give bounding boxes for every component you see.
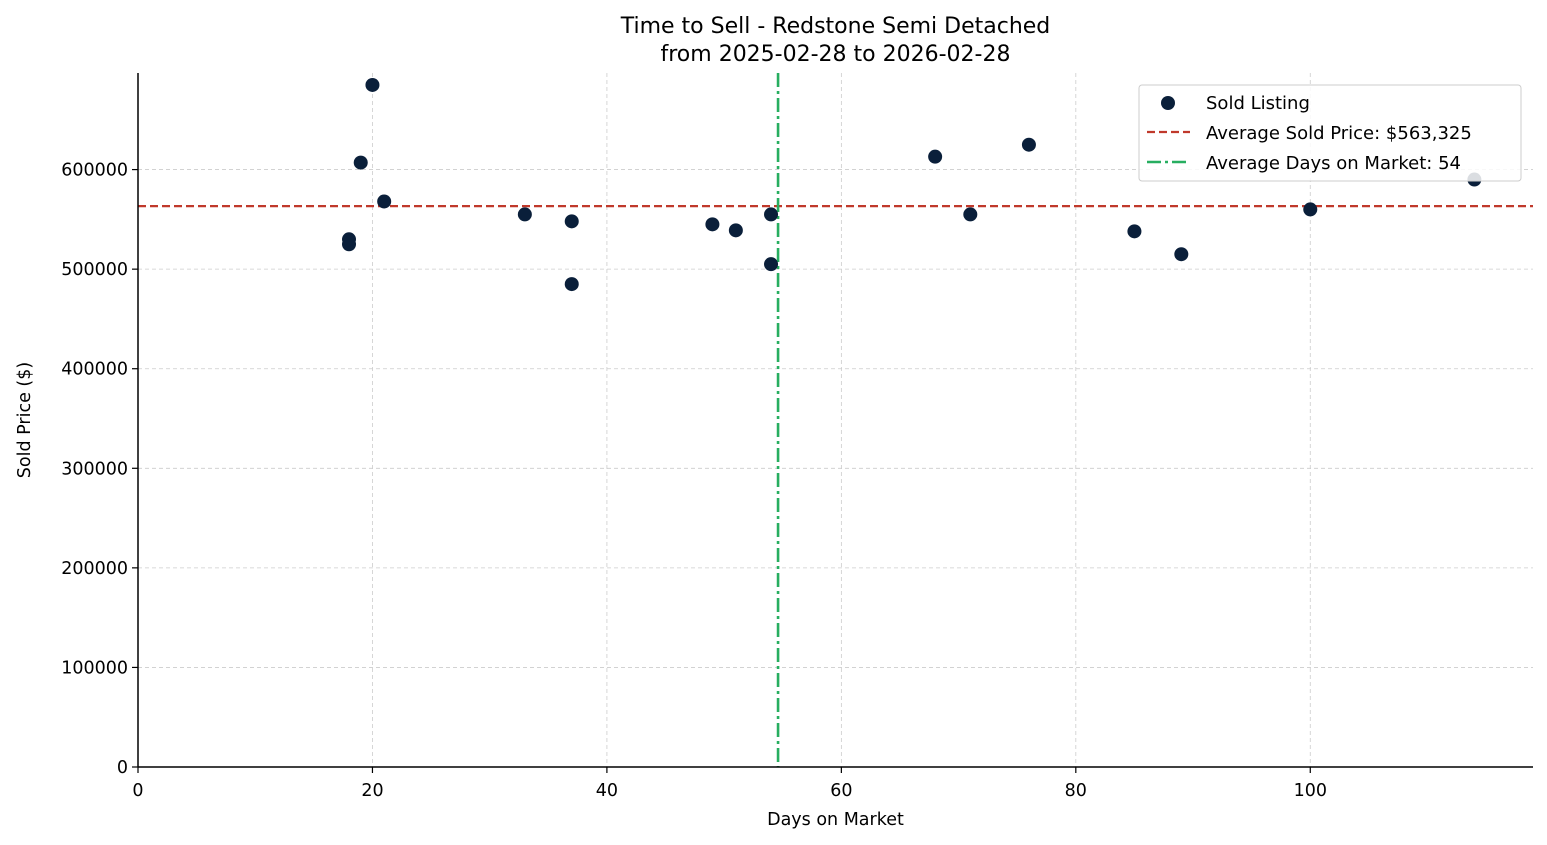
reference-lines bbox=[138, 73, 1533, 767]
x-tick-label: 100 bbox=[1294, 781, 1327, 801]
data-point bbox=[1174, 247, 1189, 262]
legend: Sold Listing Average Sold Price: $563,32… bbox=[1138, 84, 1522, 182]
data-point bbox=[705, 217, 720, 232]
y-tick-label: 100000 bbox=[61, 658, 128, 678]
x-tick-label: 20 bbox=[361, 781, 383, 801]
data-point bbox=[342, 232, 357, 247]
chart-title: Time to Sell - Redstone Semi Detached bbox=[620, 14, 1051, 39]
data-point bbox=[963, 207, 978, 222]
data-point bbox=[365, 77, 380, 92]
legend-label-avg-price: Average Sold Price: $563,325 bbox=[1206, 123, 1472, 144]
ticks: 0 20 40 60 80 100 0 100000 200000 300000 400000 500… bbox=[61, 161, 1327, 801]
data-point bbox=[377, 194, 392, 209]
data-point bbox=[1127, 224, 1142, 239]
data-point bbox=[353, 155, 368, 170]
data-point bbox=[928, 149, 943, 164]
legend-box bbox=[1138, 84, 1522, 182]
data-point bbox=[564, 277, 579, 292]
grid-layer bbox=[138, 73, 1533, 767]
legend-marker-sold bbox=[1161, 96, 1175, 110]
data-point bbox=[1303, 202, 1318, 217]
axes bbox=[137, 73, 1533, 768]
data-point bbox=[1021, 137, 1036, 152]
x-tick-label: 40 bbox=[596, 781, 618, 801]
x-tick-label: 80 bbox=[1065, 781, 1087, 801]
y-tick-label: 0 bbox=[117, 758, 128, 778]
x-axis-label: Days on Market bbox=[767, 810, 904, 830]
legend-label-avg-days: Average Days on Market: 54 bbox=[1206, 153, 1461, 174]
data-point bbox=[764, 257, 779, 272]
data-point bbox=[728, 223, 743, 238]
y-axis-label: Sold Price ($) bbox=[15, 362, 35, 478]
data-point bbox=[564, 214, 579, 229]
legend-label-sold: Sold Listing bbox=[1206, 93, 1310, 114]
y-tick-label: 300000 bbox=[61, 459, 128, 479]
y-tick-label: 200000 bbox=[61, 559, 128, 579]
data-point bbox=[764, 207, 779, 222]
x-tick-label: 0 bbox=[132, 781, 143, 801]
x-tick-label: 60 bbox=[830, 781, 852, 801]
chart-subtitle: from 2025-02-28 to 2026-02-28 bbox=[661, 42, 1011, 67]
y-tick-label: 600000 bbox=[61, 161, 128, 181]
y-tick-label: 400000 bbox=[61, 360, 128, 380]
y-tick-label: 500000 bbox=[61, 260, 128, 280]
data-point bbox=[517, 207, 532, 222]
